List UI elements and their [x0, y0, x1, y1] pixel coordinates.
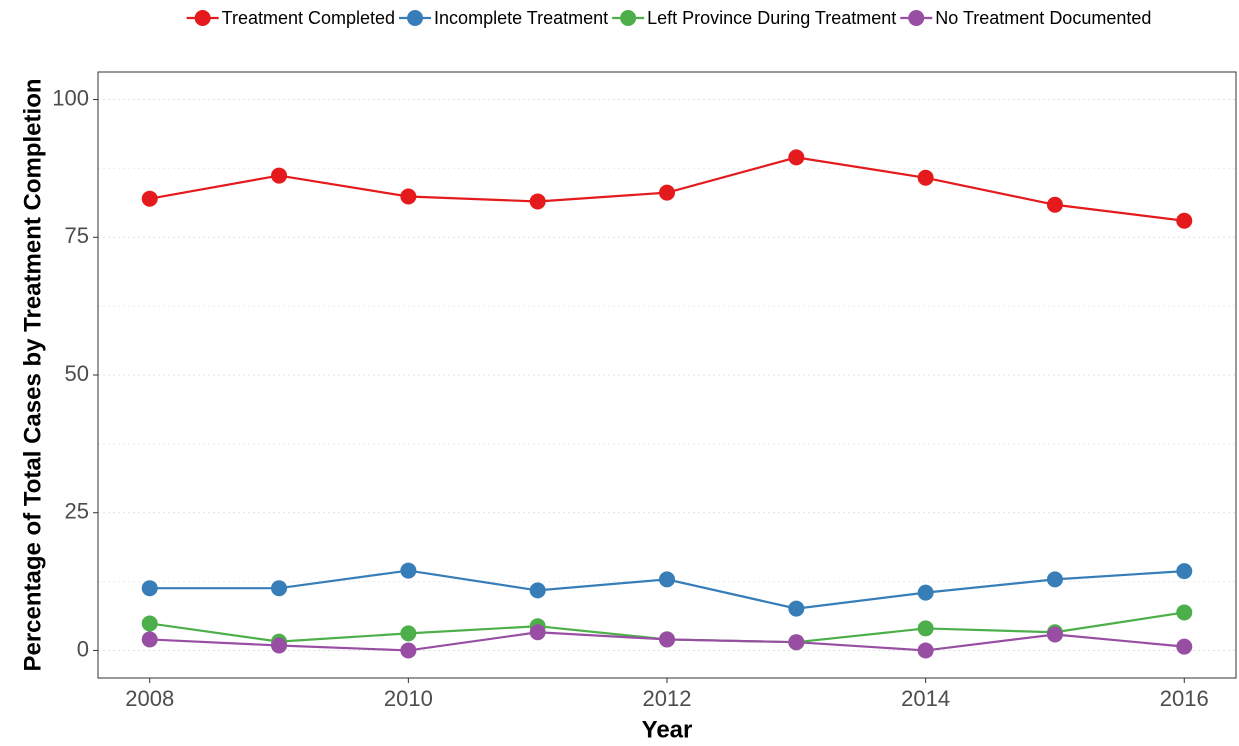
x-axis-label: Year [642, 716, 693, 743]
y-tick-label: 75 [65, 223, 89, 248]
data-point [141, 580, 158, 597]
y-tick-label: 100 [52, 85, 89, 110]
data-point [1046, 626, 1063, 643]
x-tick-label: 2012 [643, 686, 692, 711]
data-point [1176, 563, 1193, 580]
data-point [400, 625, 417, 642]
x-tick-label: 2010 [384, 686, 433, 711]
y-axis-label: Percentage of Total Cases by Treatment C… [19, 78, 46, 671]
data-point [917, 584, 934, 601]
legend-label: Treatment Completed [222, 8, 395, 28]
data-point [529, 582, 546, 599]
data-point [659, 631, 675, 648]
legend-dot [620, 10, 637, 26]
legend-dot [908, 10, 925, 26]
legend-dot [194, 10, 211, 26]
data-point [917, 620, 934, 637]
data-point [400, 562, 417, 579]
plot-border [97, 71, 1237, 679]
data-point [271, 167, 288, 184]
data-point [400, 642, 417, 659]
data-point [917, 642, 934, 659]
data-point [1176, 604, 1193, 621]
data-point [141, 615, 158, 632]
legend-item: No Treatment Documented [900, 8, 1151, 28]
data-point [788, 600, 805, 617]
data-point [1176, 212, 1193, 229]
data-point [271, 637, 288, 654]
data-point [529, 624, 546, 641]
legend-item: Incomplete Treatment [399, 8, 608, 28]
data-point [1046, 571, 1063, 588]
x-tick-label: 2014 [901, 686, 950, 711]
data-point [788, 634, 805, 651]
y-tick-label: 0 [77, 636, 89, 661]
data-point [141, 631, 158, 648]
legend-label: Left Province During Treatment [647, 8, 896, 28]
data-point [1046, 196, 1063, 213]
x-tick-label: 2008 [125, 686, 174, 711]
data-point [1176, 638, 1193, 655]
legend: Treatment Completed Incomplete Treatment L… [186, 8, 1151, 28]
legend-item: Left Province During Treatment [612, 8, 896, 28]
data-point [141, 190, 158, 207]
data-point [659, 571, 675, 588]
legend-item: Treatment Completed [186, 8, 395, 28]
legend-dot [407, 10, 424, 26]
y-tick-label: 50 [65, 361, 89, 386]
data-point [529, 193, 546, 210]
legend-label: Incomplete Treatment [434, 8, 608, 28]
y-tick-label: 25 [65, 499, 89, 524]
data-point [400, 188, 417, 205]
data-point [271, 580, 288, 597]
legend-label: No Treatment Documented [935, 8, 1151, 28]
data-point [659, 184, 675, 201]
data-point [788, 149, 805, 166]
data-point [917, 169, 934, 186]
x-tick-label: 2016 [1160, 686, 1209, 711]
